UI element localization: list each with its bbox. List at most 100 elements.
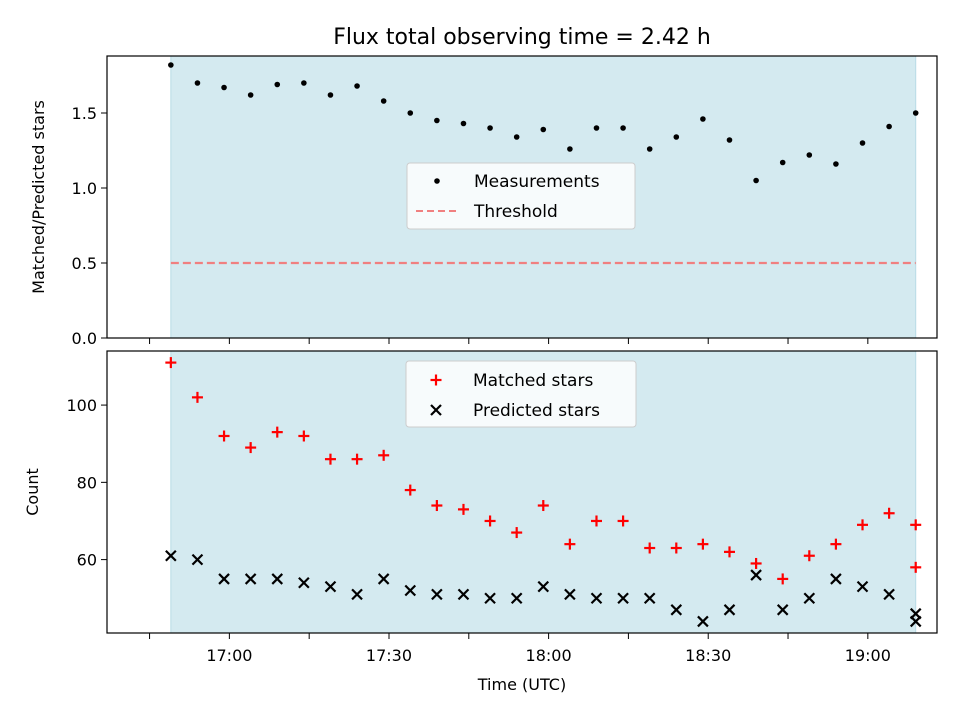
predicted-star-point [457,588,470,601]
legend-matched-marker [430,374,442,386]
x-tick-label: 18:30 [685,646,731,665]
y-tick-label: 0.5 [72,254,97,273]
predicted-star-point [590,592,603,605]
measurement-point [540,126,547,133]
x-stroke-b [244,573,257,585]
x-stroke-b [697,615,709,628]
x-stroke-b [377,573,390,585]
measurement-point [168,62,174,68]
y-tick-label: 0.0 [72,329,97,348]
predicted-star-point [697,615,709,628]
legend-predicted-marker [430,404,442,416]
predicted-star-point [218,573,230,585]
y-tick-label: 80 [77,473,97,492]
measurement-point [726,137,733,143]
y-tick-label: 100 [66,396,97,415]
count-y-axis-label: Count [23,468,42,516]
matched-star-point [724,546,735,558]
matched-star-point [245,442,257,454]
matched-star-point [511,527,523,539]
x-stroke-b [564,588,576,601]
matched-star-point [378,449,390,461]
x-stroke-b [803,592,816,605]
x-stroke-b [218,573,230,585]
measurement-point [380,98,387,104]
x-stroke-b [723,604,736,616]
predicted-star-point [723,604,736,616]
legend-measurement-marker [434,178,440,184]
predicted-star-point [484,592,496,605]
x-stroke-b [191,553,204,566]
legend-predicted-label: Predicted stars [473,401,600,421]
measurement-point [646,146,653,152]
x-tick-label: 19:00 [845,646,891,665]
predicted-star-point [750,569,762,581]
count-legend: Matched stars Predicted stars [405,360,637,428]
x-stroke-b [909,615,922,628]
predicted-star-point [909,615,922,628]
matched-star-point [777,573,789,585]
measurement-point [434,117,440,124]
x-stroke-b [670,604,683,616]
predicted-star-point [643,592,656,605]
matched-star-point [351,453,363,465]
x-stroke-b [484,592,496,605]
x-stroke-b [431,588,443,601]
predicted-star-point [351,588,363,601]
matched-star-point [324,453,336,465]
x-stroke-b [590,592,603,605]
measurement-point [301,80,307,86]
measurement-points [168,62,919,184]
matched-star-point [590,515,602,527]
x-stroke-b [856,580,869,593]
legend-threshold-label: Threshold [473,202,558,222]
predicted-star-point [803,592,816,605]
measurement-point [407,110,414,116]
matched-star-point [830,538,842,550]
ratio-legend: Measurements Threshold [406,162,636,230]
measurement-point [806,152,813,158]
measurement-point [460,120,467,127]
matched-star-point [803,550,815,562]
matched-star-point [670,542,682,554]
y-tick-label: 60 [77,551,97,570]
predicted-star-point [324,580,337,593]
measurement-point [247,92,254,98]
measurement-point [620,125,626,131]
matched-star-point [218,430,230,442]
matched-star-point [644,542,656,554]
measurement-point [567,146,573,152]
predicted-star-point [856,580,869,593]
matched-star-point [298,430,310,442]
count-legend-box [405,360,637,428]
matched-star-point [271,426,283,438]
matched-star-point [191,391,203,403]
measurement-point [753,177,759,184]
matched-star-point [165,357,177,369]
x-stroke-b [510,592,523,605]
x-axis-label: Time (UTC) [477,675,566,694]
legend-matched-label: Matched stars [473,371,593,391]
ratio-plot-frame [106,55,938,339]
x-tick-label: 17:00 [206,646,252,665]
predicted-star-point [244,573,257,585]
measurement-point [700,116,706,122]
predicted-star-point [564,588,576,601]
x-stroke-b [617,592,629,605]
predicted-star-point [670,604,683,616]
x-stroke-b [271,573,284,585]
x-stroke-b [750,569,762,581]
predicted-star-point [510,592,523,605]
matched-star-point [750,557,762,569]
matched-star-point [883,507,895,519]
measurement-point [327,92,334,98]
count-panel: 60 80 100 17:00 17:30 18:00 18:30 19:00 Count T… [23,350,938,694]
measurement-point [194,80,201,86]
matched-star-point [697,538,709,550]
legend-measurements-label: Measurements [474,172,600,192]
ratio-y-axis-label: Matched/Predicted stars [29,100,48,294]
matched-star-point [457,503,469,515]
x-stroke-b [298,577,310,589]
predicted-star-point [883,588,895,601]
